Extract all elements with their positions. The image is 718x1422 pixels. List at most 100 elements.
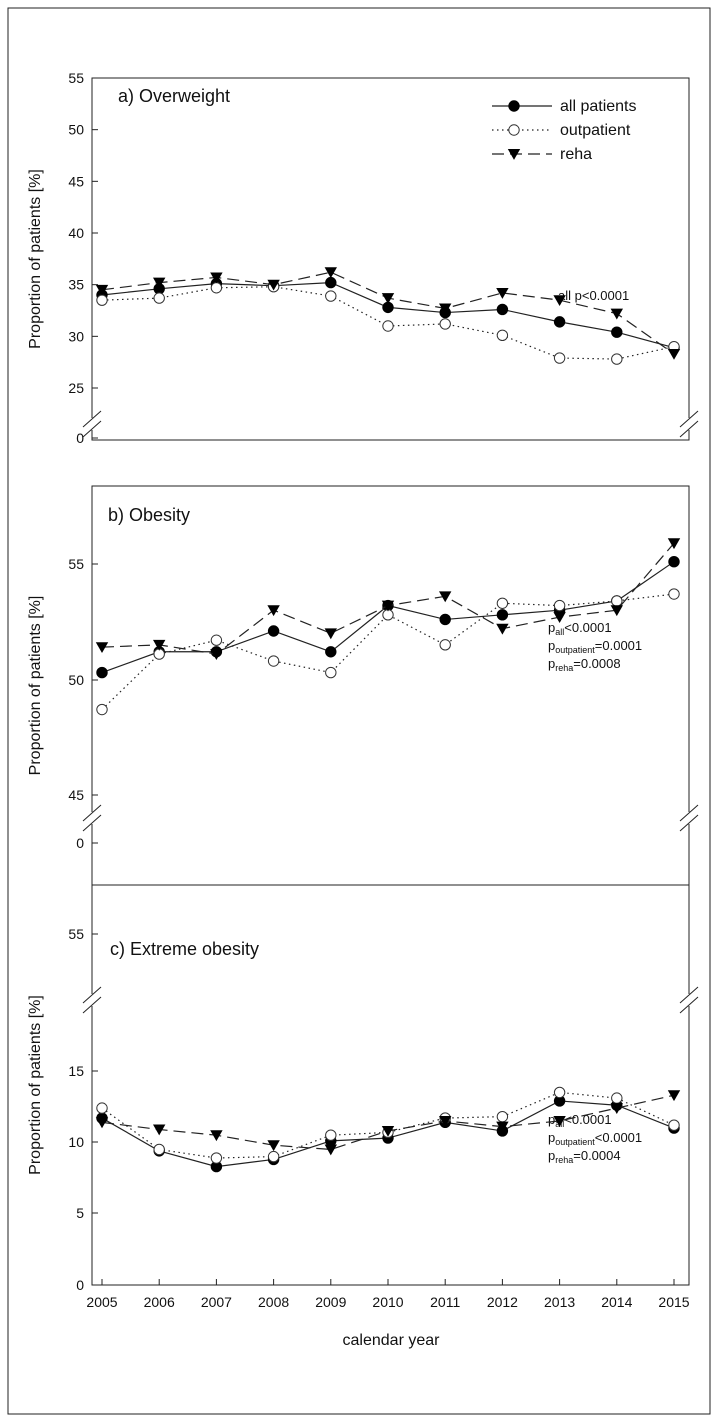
y-tick-label: 35 — [68, 277, 84, 293]
data-point — [668, 555, 680, 568]
data-point — [439, 613, 451, 626]
data-point — [439, 591, 452, 603]
data-point — [96, 703, 108, 716]
y-tick-label: 5 — [76, 1205, 84, 1221]
axis-break-left-slash-1 — [82, 804, 102, 822]
data-point — [610, 605, 623, 617]
data-point — [210, 282, 223, 294]
y-axis-label: Proportion of patients [%] — [27, 169, 44, 349]
y-tick-label: 50 — [68, 122, 84, 138]
data-point — [496, 1121, 509, 1133]
p-value: <0.0001 — [595, 1130, 642, 1145]
x-tick-label: 2011 — [430, 1294, 460, 1310]
p-symbol: p — [548, 638, 555, 653]
x-axis-label: calendar year — [343, 1332, 441, 1349]
data-point — [553, 599, 566, 612]
y-tick-label: 15 — [68, 1063, 84, 1079]
data-point — [325, 1129, 337, 1141]
data-point — [496, 329, 509, 341]
data-point — [381, 293, 395, 304]
y-tick-label: 55 — [68, 70, 84, 86]
data-point — [96, 666, 108, 679]
panel-a: 0 25 30 35 40 45 50 55 Proportion of patients [%… — [27, 70, 699, 446]
data-point — [610, 1103, 623, 1114]
data-point — [325, 646, 337, 658]
y-tick-label: 30 — [68, 328, 84, 344]
series-reha — [95, 267, 681, 360]
data-point — [324, 267, 337, 279]
p-value-annotation: poutpatient<0.0001 — [548, 1130, 642, 1147]
y-tick-label: 25 — [68, 380, 84, 396]
p-value: <0.0001 — [564, 620, 611, 635]
y-tick-label: 55 — [68, 926, 84, 942]
data-point — [382, 320, 394, 332]
x-tick-label: 2013 — [544, 1294, 575, 1310]
p-value-annotation: preha=0.0008 — [548, 656, 621, 673]
y-tick-label: 0 — [76, 835, 84, 851]
p-symbol: p — [548, 620, 555, 635]
y-axis-label: Proportion of patients [%] — [27, 995, 44, 1175]
axis-break-right-slash-1 — [679, 410, 699, 428]
data-point — [325, 276, 337, 289]
y-tick-label: 10 — [68, 1134, 84, 1150]
p-value: <0.0001 — [564, 1112, 611, 1127]
data-point — [95, 1117, 109, 1129]
axis-break-right-gap — [681, 812, 697, 824]
data-point — [439, 1115, 452, 1127]
y-axis-label: Proportion of patients [%] — [27, 596, 44, 776]
legend-marker — [508, 124, 520, 136]
data-point — [153, 1124, 166, 1136]
panel-title: a) Overweight — [118, 86, 230, 106]
panel-border — [91, 884, 690, 1286]
data-point — [553, 1115, 566, 1127]
p-subscript: reha — [555, 1155, 573, 1165]
data-point — [553, 612, 566, 624]
data-point — [496, 303, 509, 316]
data-point — [553, 316, 566, 328]
data-point — [610, 308, 623, 320]
data-point — [611, 595, 623, 607]
data-point — [553, 1086, 566, 1099]
data-point — [210, 1130, 223, 1142]
x-tick-label: 2008 — [258, 1294, 289, 1310]
data-point — [95, 642, 109, 654]
axis-break-right-slash-2 — [679, 420, 699, 438]
p-value: =0.0004 — [573, 1148, 620, 1163]
data-point — [95, 284, 109, 296]
legend: all patients outpatient reha — [492, 98, 637, 163]
y-tick-label: 55 — [68, 556, 84, 572]
data-point — [325, 666, 337, 679]
axis-break-left-slash-2 — [82, 996, 102, 1014]
data-point — [267, 655, 280, 667]
data-point — [210, 634, 223, 646]
data-point — [381, 600, 395, 612]
legend-label: reha — [560, 146, 592, 163]
data-point — [210, 1152, 223, 1164]
p-subscript: outpatient — [555, 1137, 595, 1147]
data-point — [267, 625, 280, 637]
data-point — [611, 353, 623, 365]
data-point — [267, 1150, 280, 1163]
legend-label: all patients — [560, 98, 637, 115]
y-tick-label: 50 — [68, 672, 84, 688]
data-point — [325, 290, 337, 302]
data-point — [439, 303, 452, 315]
y-tick-label: 0 — [76, 430, 84, 446]
data-point — [553, 295, 566, 307]
data-point — [153, 639, 166, 651]
axis-break-right-slash-2 — [679, 814, 699, 832]
axis-break-left-slash-1 — [82, 410, 102, 428]
legend-marker — [508, 100, 520, 112]
data-point — [668, 1119, 680, 1131]
p-value: =0.0008 — [573, 656, 620, 671]
data-point — [381, 1125, 395, 1137]
data-point — [611, 1092, 623, 1104]
axis-break-right-slash-1 — [679, 986, 699, 1004]
figure-frame — [7, 7, 711, 1415]
p-symbol: p — [548, 656, 555, 671]
data-point — [153, 292, 165, 304]
legend-label: outpatient — [560, 122, 631, 139]
p-value-annotation: all p<0.0001 — [558, 288, 629, 303]
x-tick-label: 2009 — [315, 1294, 346, 1310]
